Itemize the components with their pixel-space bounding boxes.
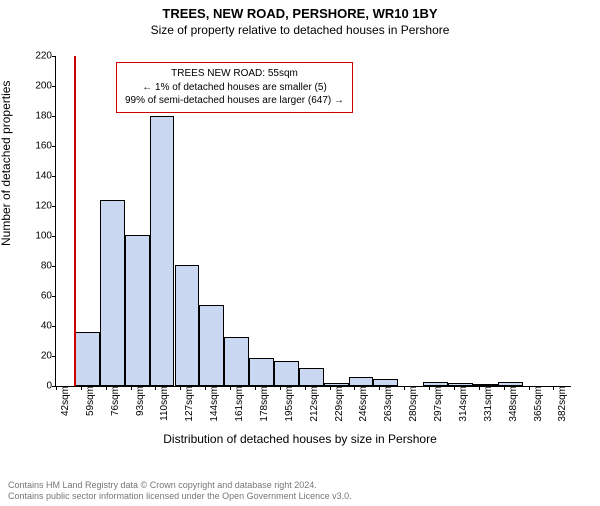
x-tick-label: 331sqm	[479, 386, 494, 422]
x-tick-label: 93sqm	[131, 386, 146, 416]
y-tick-mark	[52, 56, 56, 57]
x-tick-label: 127sqm	[180, 386, 195, 422]
y-axis-label: Number of detached properties	[0, 81, 13, 246]
histogram-bar	[100, 200, 125, 386]
reference-marker-line	[74, 56, 76, 386]
attribution-footer: Contains HM Land Registry data © Crown c…	[8, 480, 352, 502]
x-tick-label: 144sqm	[205, 386, 220, 422]
y-tick-mark	[52, 146, 56, 147]
chart-title-sub: Size of property relative to detached ho…	[0, 23, 600, 37]
y-tick-mark	[52, 266, 56, 267]
annotation-line: TREES NEW ROAD: 55sqm	[125, 67, 344, 81]
annotation-line: 99% of semi-detached houses are larger (…	[125, 94, 344, 108]
x-tick-label: 161sqm	[230, 386, 245, 422]
footer-line-1: Contains HM Land Registry data © Crown c…	[8, 480, 352, 491]
histogram-bar	[75, 332, 100, 386]
x-tick-label: 212sqm	[305, 386, 320, 422]
x-axis-label: Distribution of detached houses by size …	[0, 432, 600, 446]
x-tick-label: 365sqm	[529, 386, 544, 422]
histogram-bar	[349, 377, 374, 386]
histogram-bar	[199, 305, 224, 386]
histogram-bar	[249, 358, 274, 387]
y-tick-mark	[52, 236, 56, 237]
histogram-bar	[373, 379, 398, 387]
y-tick-mark	[52, 116, 56, 117]
x-tick-label: 42sqm	[56, 386, 71, 416]
histogram-bar	[175, 265, 200, 387]
plot-area: TREES NEW ROAD: 55sqm← 1% of detached ho…	[55, 56, 571, 387]
y-tick-mark	[52, 176, 56, 177]
x-tick-label: 178sqm	[255, 386, 270, 422]
x-tick-label: 76sqm	[106, 386, 121, 416]
x-tick-label: 246sqm	[354, 386, 369, 422]
x-tick-label: 280sqm	[404, 386, 419, 422]
x-tick-label: 110sqm	[155, 386, 170, 421]
histogram-bar	[274, 361, 299, 387]
annotation-line: ← 1% of detached houses are smaller (5)	[125, 81, 344, 95]
y-tick-mark	[52, 356, 56, 357]
y-tick-mark	[52, 296, 56, 297]
histogram-bar	[150, 116, 175, 386]
chart-container: Number of detached properties TREES NEW …	[0, 46, 600, 446]
x-tick-label: 263sqm	[379, 386, 394, 422]
chart-title-main: TREES, NEW ROAD, PERSHORE, WR10 1BY	[0, 6, 600, 21]
histogram-bar	[125, 235, 150, 387]
x-tick-label: 229sqm	[330, 386, 345, 422]
x-tick-label: 314sqm	[454, 386, 469, 422]
footer-line-2: Contains public sector information licen…	[8, 491, 352, 502]
y-tick-mark	[52, 206, 56, 207]
x-tick-label: 348sqm	[504, 386, 519, 422]
annotation-box: TREES NEW ROAD: 55sqm← 1% of detached ho…	[116, 62, 353, 113]
x-tick-label: 382sqm	[553, 386, 568, 422]
x-tick-label: 195sqm	[280, 386, 295, 422]
x-tick-label: 59sqm	[81, 386, 96, 416]
y-tick-mark	[52, 326, 56, 327]
y-tick-mark	[52, 86, 56, 87]
histogram-bar	[299, 368, 324, 386]
x-tick-label: 297sqm	[429, 386, 444, 422]
histogram-bar	[224, 337, 249, 387]
